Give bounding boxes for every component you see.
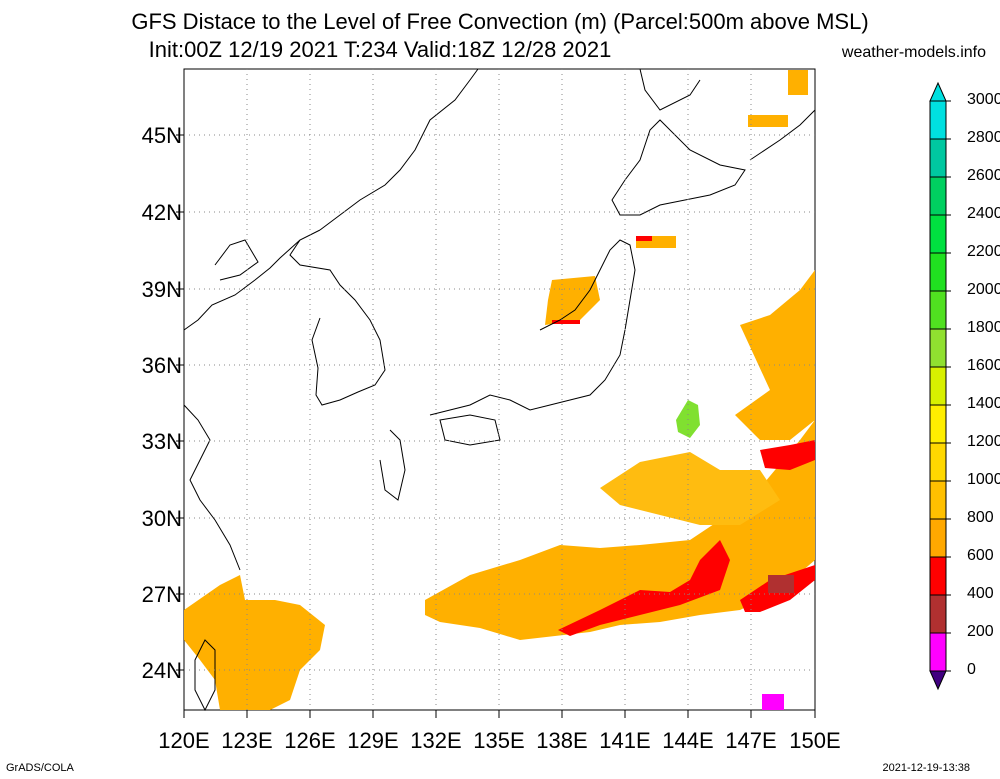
coast-russia — [319, 68, 479, 231]
coast-hokkaido — [611, 119, 746, 216]
lon-label-141e: 141E — [599, 728, 651, 753]
map-title: GFS Distace to the Level of Free Convect… — [131, 9, 869, 34]
colorbar-label: 1600 — [967, 357, 1000, 374]
coast-taiwan — [194, 639, 216, 712]
lat-label-33n: 33N — [141, 429, 182, 454]
lat-label-39n: 39N — [141, 277, 182, 302]
colorbar-label: 800 — [967, 509, 994, 526]
colorbar-swatch — [929, 252, 947, 292]
colorbar-swatch — [929, 328, 947, 368]
coast-shikoku — [439, 414, 501, 446]
graticule — [184, 69, 815, 710]
colorbar-swatch — [929, 366, 947, 406]
lat-label-45n: 45N — [141, 123, 182, 148]
lon-label-150e: 150E — [789, 728, 841, 753]
colorbar-arrow-bottom — [929, 670, 947, 691]
credit-right: 2021-12-19-13:38 — [882, 762, 970, 774]
map-subtitle: Init:00Z 12/19 2021 T:234 Valid:18Z 12/2… — [148, 37, 612, 62]
lfc-field — [184, 70, 815, 710]
colorbar-label: 200 — [967, 623, 994, 640]
lon-label-123e: 123E — [221, 728, 273, 753]
colorbar-label: 2400 — [967, 205, 1000, 222]
colorbar-swatch — [929, 594, 947, 634]
colorbar-label: 1000 — [967, 471, 1000, 488]
colorbar-label: 2000 — [967, 281, 1000, 298]
lat-label-30n: 30N — [141, 506, 182, 531]
colorbar-swatch — [929, 442, 947, 482]
credit-left: GrADS/COLA — [6, 762, 74, 774]
colorbar-label: 2800 — [967, 129, 1000, 146]
field-brown — [768, 575, 794, 593]
colorbar-label: 2200 — [967, 243, 1000, 260]
site-label: weather-models.info — [841, 44, 986, 61]
colorbar-label: 1400 — [967, 395, 1000, 412]
colorbar-swatch — [929, 480, 947, 520]
field-north-2 — [788, 70, 808, 95]
field-north-1 — [748, 115, 788, 127]
colorbar-label: 2600 — [967, 167, 1000, 184]
colorbar-label: 400 — [967, 585, 994, 602]
colorbar-swatch — [929, 214, 947, 254]
field-magenta — [762, 694, 784, 710]
field-red-3 — [760, 440, 815, 470]
coast-china — [183, 239, 301, 571]
colorbar-swatch — [929, 176, 947, 216]
colorbar-swatch — [929, 632, 947, 672]
coastlines — [183, 68, 816, 712]
colorbar-swatch — [929, 404, 947, 444]
coast-bohai — [214, 239, 259, 281]
lon-label-126e: 126E — [284, 728, 336, 753]
colorbar-arrow-top — [929, 81, 947, 102]
lon-label-147e: 147E — [725, 728, 777, 753]
colorbar-swatch — [929, 100, 947, 140]
field-red-line — [552, 320, 580, 324]
colorbar-label: 3000 — [967, 91, 1000, 108]
field-east-band — [735, 270, 815, 440]
coast-honshu — [429, 239, 636, 416]
lon-label-135e: 135E — [473, 728, 525, 753]
ticks — [176, 134, 816, 718]
lon-label-132e: 132E — [410, 728, 462, 753]
lon-label-138e: 138E — [536, 728, 588, 753]
lon-label-129e: 129E — [347, 728, 399, 753]
colorbar-label: 0 — [967, 661, 976, 678]
field-sea-of-japan — [545, 276, 600, 325]
lat-label-24n: 24N — [141, 658, 182, 683]
colorbar-label: 1200 — [967, 433, 1000, 450]
coast-sakhalin — [639, 68, 701, 111]
colorbar-label: 1800 — [967, 319, 1000, 336]
field-north-red — [636, 236, 652, 241]
field-taiwan — [184, 575, 325, 710]
colorbar — [929, 81, 951, 691]
lat-label-27n: 27N — [141, 582, 182, 607]
colorbar-swatch — [929, 518, 947, 558]
field-red-1 — [558, 540, 730, 636]
colorbar-swatch — [929, 556, 947, 596]
lat-label-36n: 36N — [141, 353, 182, 378]
field-mid-band — [600, 452, 780, 525]
coast-kyushu — [379, 429, 406, 501]
lon-label-120e: 120E — [158, 728, 210, 753]
coast-kurils — [749, 109, 816, 161]
coast-korea — [289, 229, 386, 406]
colorbar-swatch — [929, 138, 947, 178]
lat-label-42n: 42N — [141, 200, 182, 225]
colorbar-swatch — [929, 290, 947, 330]
colorbar-label: 600 — [967, 547, 994, 564]
lon-label-144e: 144E — [662, 728, 714, 753]
